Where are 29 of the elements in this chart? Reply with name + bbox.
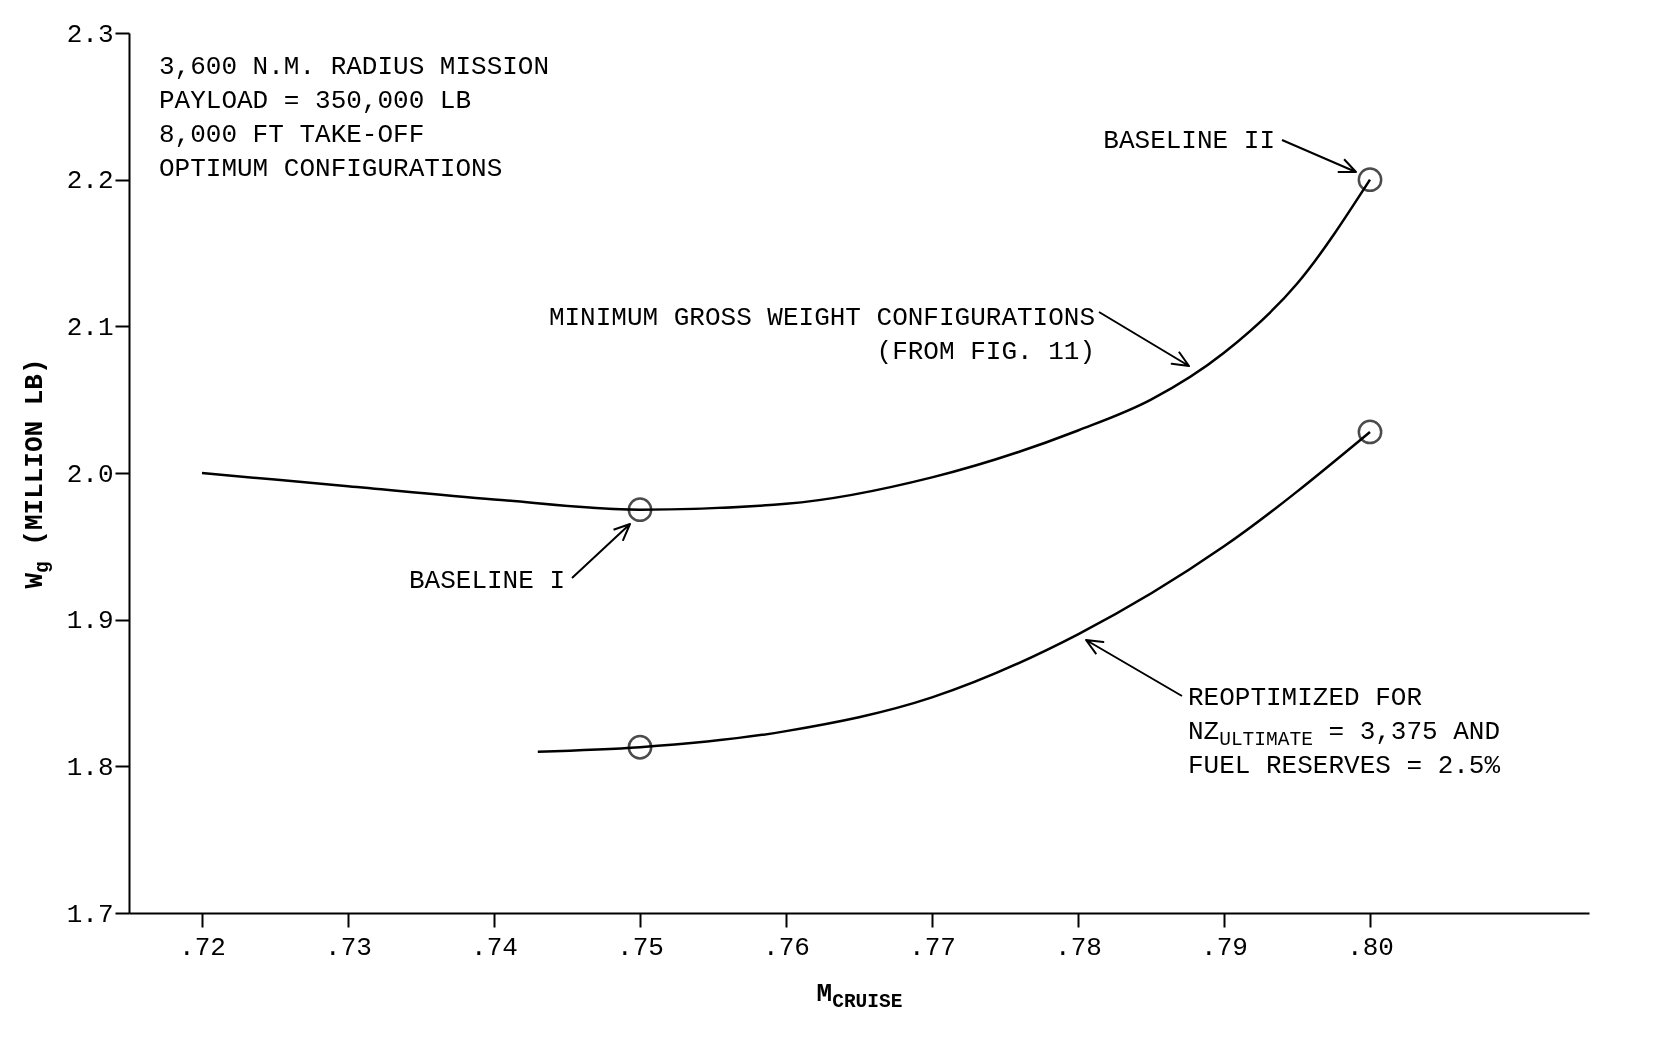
point	[1357, 167, 1383, 193]
y-tick-label: 1.7	[66, 899, 114, 930]
x-tick-label: .80	[1347, 932, 1394, 963]
annotation: PAYLOAD = 350,000 LB	[159, 86, 472, 116]
x-tick-label: .72	[179, 932, 226, 963]
x-tick-label: .77	[909, 932, 956, 963]
x-tick-label: .79	[1201, 932, 1248, 963]
x-tick-label: .73	[325, 932, 372, 963]
y-tick-label: 1.9	[66, 606, 114, 637]
annotation: BASELINE I	[408, 566, 565, 596]
y-tick-label: 2.1	[66, 312, 114, 343]
x-tick-label: .74	[471, 932, 518, 963]
x-axis-title: M$_{CRUISE}$	[816, 978, 903, 1013]
annotation: 3,600 N.M. RADIUS MISSION	[159, 52, 550, 82]
y-tick-label: 2.3	[66, 19, 114, 50]
annotation: BASELINE II	[1103, 126, 1275, 156]
x-tick-label: .75	[617, 932, 664, 963]
y-tick-label: 2.0	[66, 459, 114, 490]
point	[627, 497, 653, 523]
y-tick-label: 2.2	[66, 166, 114, 197]
x-tick-label: .76	[763, 932, 810, 963]
y-tick-label: 1.8	[66, 752, 114, 783]
annotation: OPTIMUM CONFIGURATIONS	[159, 154, 503, 184]
point	[627, 734, 653, 760]
annotation: REOPTIMIZED FOR NZ$_{ULTIMATE}$ = 3,375 AND FUEL RESERVES = 2.5%	[1188, 683, 1501, 781]
point	[1357, 419, 1383, 445]
annotation: MINIMUM GROSS WEIGHT CONFIGURATIONS (FROM FIG. 11)	[548, 303, 1095, 367]
x-tick-label: .78	[1055, 932, 1102, 963]
annotation: 8,000 FT TAKE-OFF	[159, 120, 425, 150]
